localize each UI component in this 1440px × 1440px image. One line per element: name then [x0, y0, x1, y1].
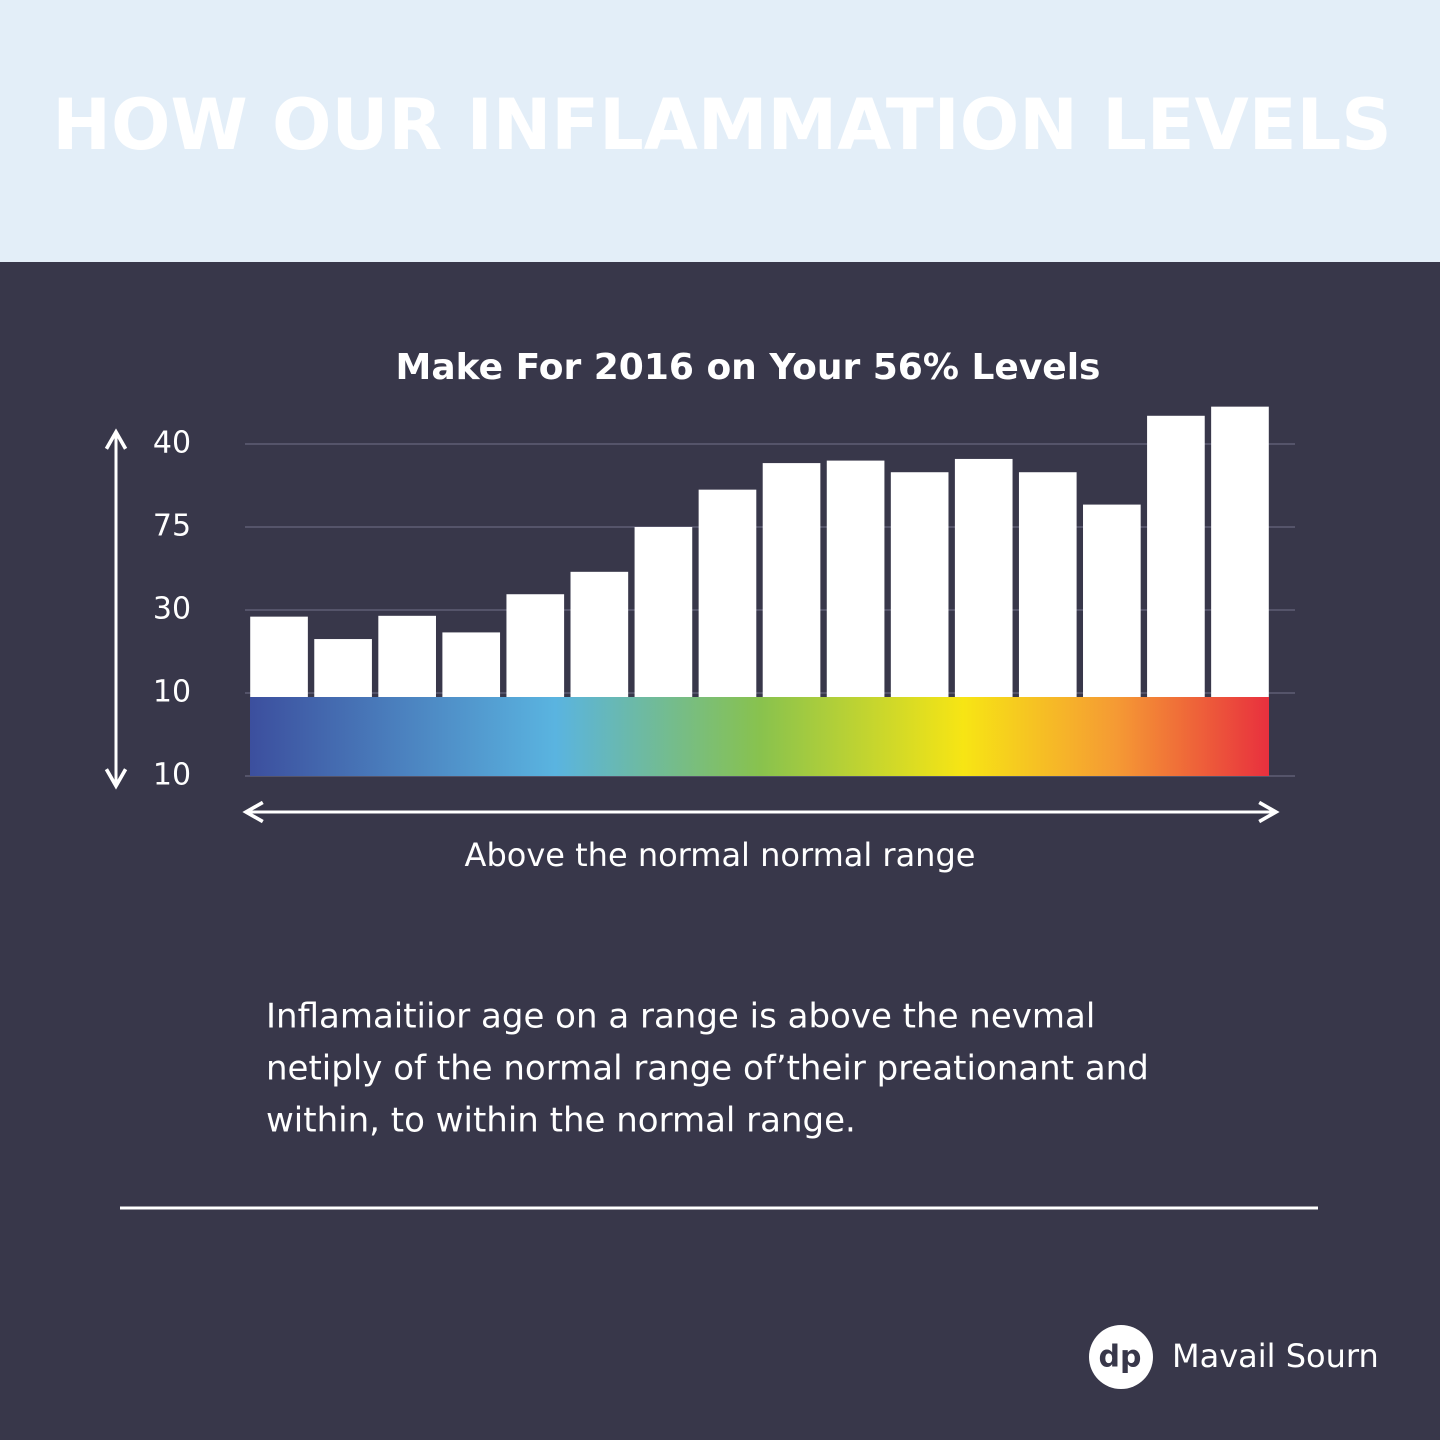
header-band [0, 0, 1440, 262]
paragraph-line: within, to within the normal range. [266, 1101, 856, 1141]
x-axis-label: Above the normal normal range [465, 836, 976, 874]
paragraph-line: netiply of the normal range ofʼtheir pre… [266, 1049, 1149, 1089]
logo-circle [1089, 1325, 1153, 1389]
page-title: HOW OUR INFLAMMATION LEVELS [52, 84, 1391, 166]
y-tick-label: 30 [153, 592, 191, 627]
spectrum-band [250, 697, 1269, 776]
plot: 10 10 30 75 40 [153, 406, 1295, 793]
y-tick-label: 75 [153, 509, 191, 544]
y-tick-label: 10 [153, 675, 191, 710]
chart-title: Make For 2016 on Your 56% Levels [396, 347, 1101, 388]
y-tick-label: 40 [153, 426, 191, 461]
logo-text: dp [1099, 1340, 1142, 1375]
y-tick-label: 10 [153, 758, 191, 793]
brand-name: Mavail Sourn [1172, 1337, 1379, 1375]
paragraph-line: Inflamaitiior age on a range is above th… [266, 997, 1095, 1037]
